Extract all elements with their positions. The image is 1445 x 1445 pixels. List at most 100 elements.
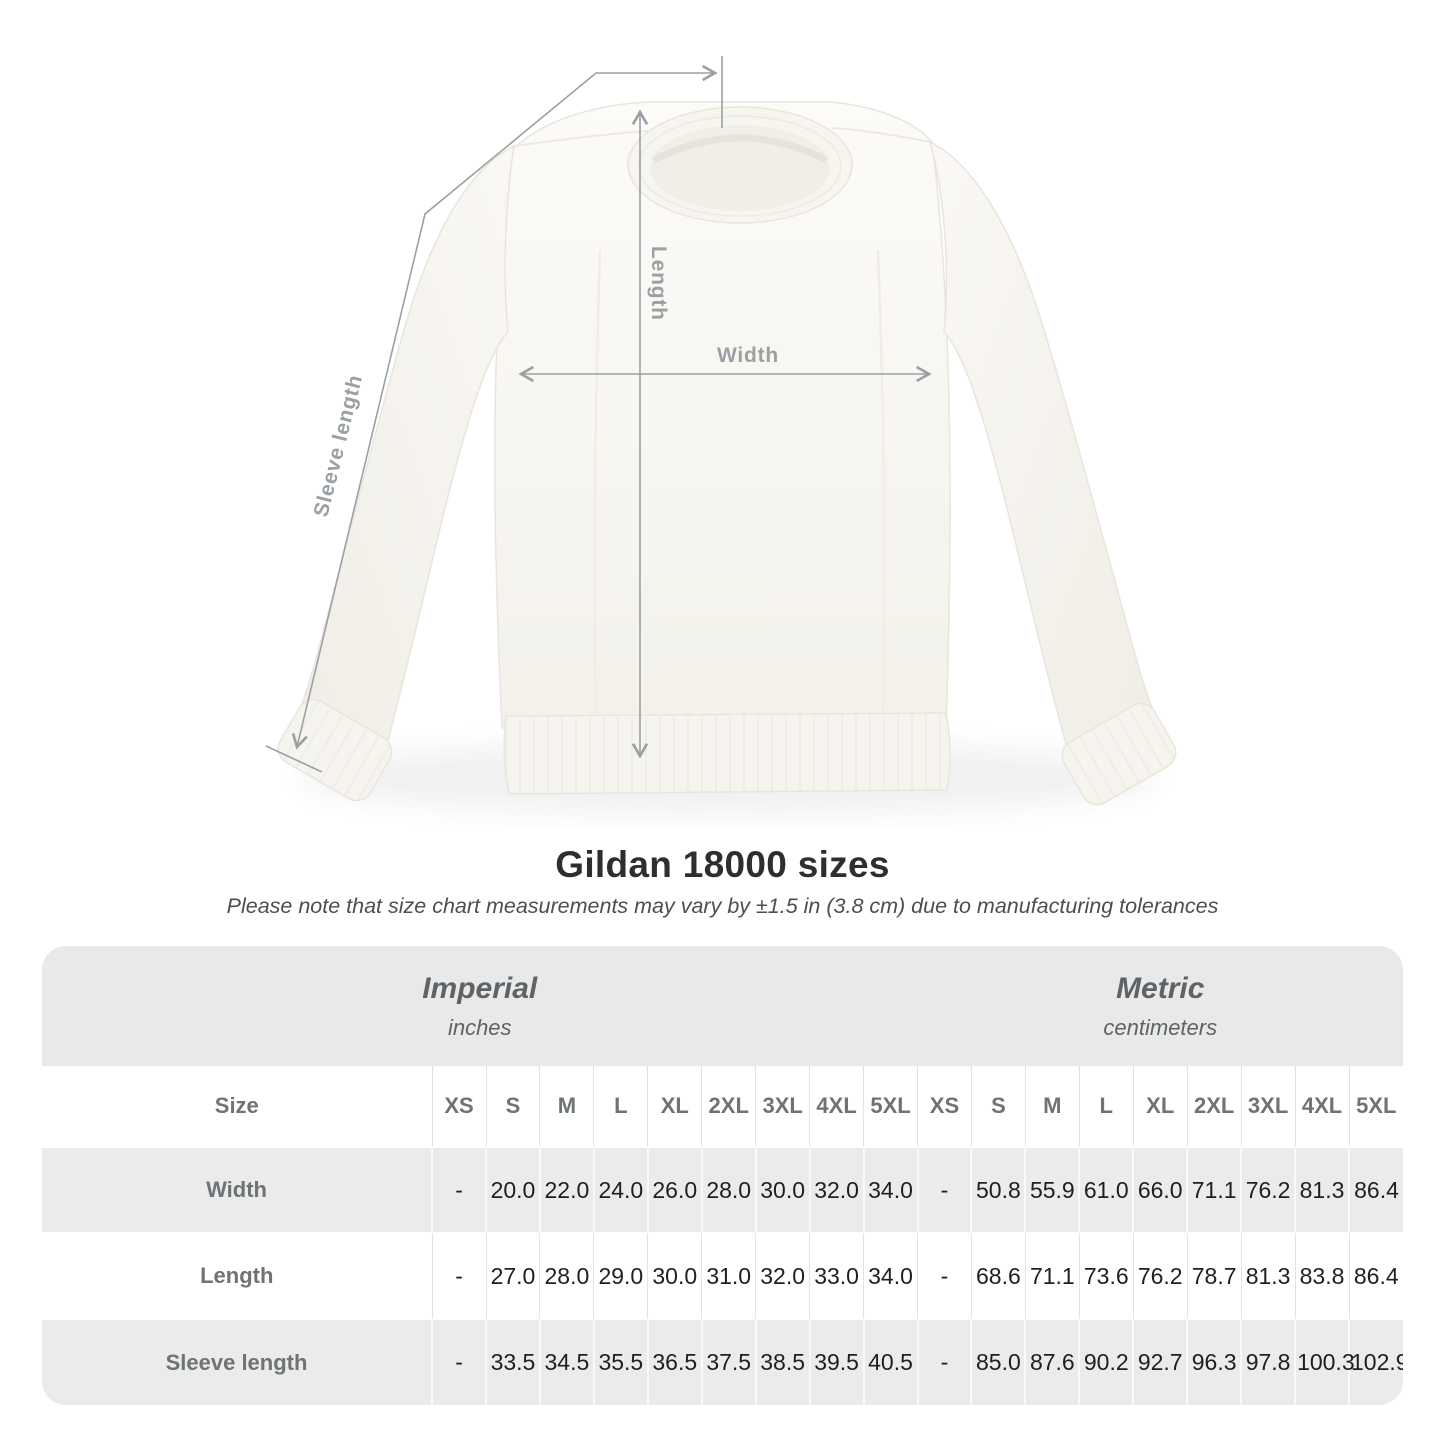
size-header-cell: 5XL: [863, 1066, 918, 1147]
metric-group-header: Metric centimeters: [917, 946, 1403, 1066]
value-cell: 38.5: [754, 1319, 810, 1405]
row-label: Length: [42, 1233, 433, 1319]
value-cell: 27.0: [485, 1233, 540, 1319]
size-header-cell: 3XL: [1240, 1066, 1296, 1147]
value-cell: 96.3: [1186, 1319, 1242, 1405]
size-header-cell: L: [593, 1066, 648, 1147]
value-cell: -: [916, 1319, 972, 1405]
size-header-cell: XS: [431, 1066, 486, 1147]
value-cell: -: [431, 1233, 486, 1319]
value-cell: -: [431, 1319, 486, 1405]
value-cell: 76.2: [1240, 1147, 1296, 1233]
size-header-cell: S: [485, 1066, 540, 1147]
value-cell: 66.0: [1132, 1147, 1188, 1233]
size-header-row: Size XS S M L XL 2XL 3XL 4XL 5XL XS S M L XL 2XL 3XL 4XL…: [42, 1066, 1403, 1147]
fabric-fold: [876, 249, 886, 717]
width-label: Width: [717, 344, 779, 367]
value-cell: 39.5: [808, 1319, 864, 1405]
value-cell: 32.0: [808, 1147, 864, 1233]
product-measurement-diagram: Length Width Sleeve length: [265, 56, 1177, 814]
value-cell: -: [431, 1147, 486, 1233]
value-cell: 34.0: [862, 1147, 918, 1233]
imperial-group-header: Imperial inches: [42, 946, 918, 1066]
right-cuff: [1061, 702, 1177, 806]
value-cell: 76.2: [1132, 1233, 1188, 1319]
page-title: Gildan 18000 sizes: [555, 844, 890, 885]
size-header-cell: 4XL: [809, 1066, 864, 1147]
value-cell: 73.6: [1078, 1233, 1134, 1319]
size-header-cell: 4XL: [1294, 1066, 1349, 1147]
value-cell: 87.6: [1024, 1319, 1080, 1405]
value-cell: 86.4: [1348, 1233, 1403, 1319]
value-cell: 36.5: [646, 1319, 702, 1405]
value-cell: -: [917, 1233, 972, 1319]
value-cell: 71.1: [1024, 1233, 1080, 1319]
value-cell: 26.0: [646, 1147, 702, 1233]
row-label: Sleeve length: [42, 1319, 433, 1405]
value-cell: 20.0: [485, 1147, 540, 1233]
shoulder-seam: [831, 127, 931, 143]
value-cell: 92.7: [1132, 1319, 1188, 1405]
value-cell: 24.0: [592, 1147, 648, 1233]
size-header-cell: 2XL: [701, 1066, 756, 1147]
size-header-cell: S: [970, 1066, 1026, 1147]
value-cell: 40.5: [862, 1319, 918, 1405]
value-cell: 32.0: [755, 1233, 810, 1319]
value-cell: 37.5: [700, 1319, 756, 1405]
value-cell: 31.0: [701, 1233, 756, 1319]
value-cell: 34.5: [538, 1319, 594, 1405]
measurement-row: Length -27.0 28.0 29.0 30.0 31.0 32.0 33.0 34.0-…: [42, 1233, 1403, 1319]
size-header-cell: M: [539, 1066, 594, 1147]
size-header-cell: L: [1078, 1066, 1134, 1147]
value-cell: 81.3: [1294, 1147, 1349, 1233]
right-sleeve: [928, 140, 1163, 780]
value-cell: 33.5: [485, 1319, 540, 1405]
sleeve-measure-cuff-tick: [265, 745, 323, 773]
value-cell: 86.4: [1348, 1147, 1403, 1233]
size-header-cell: XS: [917, 1066, 972, 1147]
value-cell: 30.0: [647, 1233, 702, 1319]
measurement-row: Sleeve length -33.5 34.5 35.5 36.5 37.5 38.5 39…: [42, 1319, 1403, 1405]
value-cell: 81.3: [1240, 1233, 1296, 1319]
sweatshirt-illustration: Length Width Sleeve length: [265, 56, 1177, 814]
metric-group-title: Metric: [1116, 971, 1205, 1005]
value-cell: 28.0: [539, 1233, 594, 1319]
size-column-header: Size: [42, 1066, 433, 1147]
value-cell: 35.5: [592, 1319, 648, 1405]
value-cell: 78.7: [1186, 1233, 1242, 1319]
value-cell: 71.1: [1186, 1147, 1242, 1233]
unit-group-row: Imperial inches Metric centimeters: [42, 946, 1403, 1066]
size-chart-table: Imperial inches Metric centimeters Size …: [42, 946, 1403, 1405]
size-chart: Imperial inches Metric centimeters Size …: [42, 946, 1403, 1405]
metric-group-unit: centimeters: [1103, 1014, 1218, 1040]
value-cell: 22.0: [538, 1147, 594, 1233]
value-cell: 97.8: [1240, 1319, 1296, 1405]
value-cell: 83.8: [1294, 1233, 1349, 1319]
size-header-cell: 2XL: [1186, 1066, 1242, 1147]
value-cell: 34.0: [863, 1233, 918, 1319]
size-header-cell: M: [1024, 1066, 1080, 1147]
size-header-cell: XL: [1132, 1066, 1188, 1147]
length-label: Length: [647, 246, 670, 321]
sleeve-length-arrow: [291, 64, 718, 750]
value-cell: 29.0: [593, 1233, 648, 1319]
value-cell: 68.6: [970, 1233, 1026, 1319]
value-cell: 28.0: [700, 1147, 756, 1233]
value-cell: 30.0: [754, 1147, 810, 1233]
value-cell: 100.3: [1294, 1319, 1355, 1405]
imperial-group-title: Imperial: [422, 971, 538, 1005]
size-header-cell: XL: [647, 1066, 702, 1147]
value-cell: 102.9: [1348, 1319, 1403, 1405]
row-label: Width: [42, 1147, 433, 1233]
value-cell: -: [916, 1147, 972, 1233]
measurement-row: Width -20.0 22.0 24.0 26.0 28.0 30.0 32.0 34.0-5…: [42, 1147, 1403, 1233]
collar: [627, 106, 853, 224]
imperial-group-unit: inches: [447, 1014, 512, 1040]
value-cell: 85.0: [970, 1319, 1026, 1405]
waistband: [503, 712, 951, 795]
size-header-cell: 3XL: [755, 1066, 810, 1147]
value-cell: 50.8: [970, 1147, 1026, 1233]
value-cell: 61.0: [1078, 1147, 1134, 1233]
value-cell: 90.2: [1078, 1319, 1134, 1405]
tolerance-note: Please note that size chart measurements…: [226, 894, 1219, 918]
